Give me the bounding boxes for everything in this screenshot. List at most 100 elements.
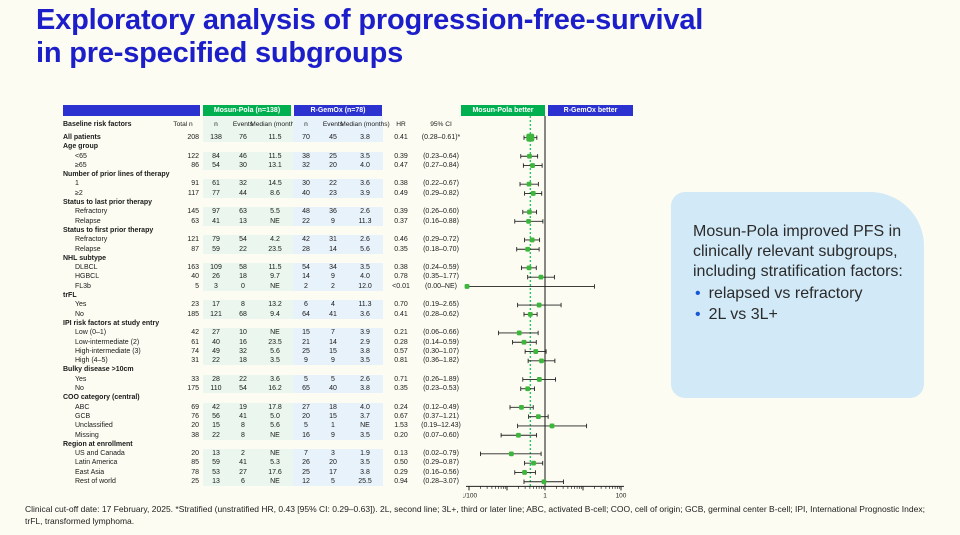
cell-r_median: 2.6	[347, 207, 383, 216]
cell-m_median: 9.4	[257, 310, 293, 319]
cell-r_n: 14	[293, 272, 319, 281]
callout-bullet-text: relapsed vs refractory	[709, 284, 863, 305]
cell-m_median: 23.5	[257, 245, 293, 254]
cell-m_n: 59	[203, 458, 229, 467]
table-row: 191613214.530223.60.38(0.22–0.67)	[63, 179, 463, 188]
cell-label: Relapse	[63, 245, 163, 254]
hr-marker	[465, 284, 470, 289]
x-axis-tick-label: 1	[543, 492, 547, 499]
cell-hr: 0.71	[383, 375, 419, 384]
cell-r_events: 14	[319, 245, 347, 254]
cell-ci: (0.37–1.21)	[419, 412, 463, 421]
cell-m_n: 3	[203, 282, 229, 291]
cell-hr: 0.70	[383, 300, 419, 309]
cell-hr: 0.38	[383, 179, 419, 188]
cell-hr: 0.13	[383, 449, 419, 458]
cell-r_n: 30	[293, 179, 319, 188]
cell-r_n: 7	[293, 449, 319, 458]
cell-total: 31	[163, 356, 203, 365]
hr-marker	[531, 191, 536, 196]
table-row: Rest of world25136NE12525.50.94(0.28–3.0…	[63, 477, 463, 486]
header-bar	[63, 105, 200, 116]
cell-r_events: 9	[319, 217, 347, 226]
table-row: Low (0–1)422710NE1573.90.21(0.06–0.66)	[63, 328, 463, 337]
table-row: <65122844611.538253.50.39(0.23–0.64)	[63, 152, 463, 161]
cell-m_n: 109	[203, 263, 229, 272]
cell-m_n: 61	[203, 179, 229, 188]
cell-m_events: 6	[229, 477, 257, 486]
cell-ci: (0.26–1.89)	[419, 375, 463, 384]
cell-m_n: 15	[203, 421, 229, 430]
cell-ci: (0.29–0.87)	[419, 458, 463, 467]
cell-m_events: 13	[229, 217, 257, 226]
hr-marker	[519, 405, 524, 410]
cell-r_median: 3.5	[347, 263, 383, 272]
cell-label: Yes	[63, 375, 163, 384]
page-title-line1: Exploratory analysis of progression-free…	[36, 4, 703, 36]
cell-r_n: 27	[293, 403, 319, 412]
hr-marker	[538, 275, 543, 280]
hr-marker	[527, 154, 532, 159]
table-row: FL3b530NE2212.0<0.01(0.00–NE)	[63, 282, 463, 291]
cell-r_events: 18	[319, 403, 347, 412]
cell-r_events: 15	[319, 347, 347, 356]
cell-m_n: 17	[203, 300, 229, 309]
cell-total: 42	[163, 328, 203, 337]
cell-total: 74	[163, 347, 203, 356]
cell-r_n: 54	[293, 263, 319, 272]
cell-label: US and Canada	[63, 449, 163, 458]
table-row: No1751105416.265403.80.35(0.23–0.53)	[63, 384, 463, 393]
cell-total: 23	[163, 300, 203, 309]
cell-ci: (0.28–3.07)	[419, 477, 463, 486]
cell-r_median: 3.7	[347, 412, 383, 421]
forest-plot: 1/1001100	[463, 116, 633, 506]
cell-r_n: 70	[293, 133, 319, 142]
cell-hr: 0.21	[383, 328, 419, 337]
cell-label: DLBCL	[63, 263, 163, 272]
hr-marker	[537, 303, 542, 308]
cell-hr: 0.20	[383, 431, 419, 440]
cell-total: 5	[163, 282, 203, 291]
cell-m_n: 49	[203, 347, 229, 356]
cell-label: Unclassified	[63, 421, 163, 430]
column-header: n	[293, 116, 319, 133]
cell-label: 1	[63, 179, 163, 188]
cell-hr: 0.41	[383, 310, 419, 319]
cell-ci: (0.06–0.66)	[419, 328, 463, 337]
cell-ci: (0.28–0.62)	[419, 310, 463, 319]
cell-r_median: 2.6	[347, 235, 383, 244]
table-row: High-intermediate (3)7449325.625153.80.5…	[63, 347, 463, 356]
hr-marker	[542, 479, 547, 484]
cell-m_n: 40	[203, 338, 229, 347]
rgemox-better-header: R-GemOx better	[548, 105, 633, 116]
cell-r_events: 20	[319, 458, 347, 467]
cell-m_events: 8	[229, 300, 257, 309]
cell-hr: 0.47	[383, 161, 419, 170]
cell-m_events: 22	[229, 375, 257, 384]
cell-r_events: 15	[319, 412, 347, 421]
cell-r_n: 15	[293, 328, 319, 337]
cell-ci: (0.29–0.72)	[419, 235, 463, 244]
hr-marker	[516, 433, 521, 438]
cell-label: Latin America	[63, 458, 163, 467]
cell-m_median: NE	[257, 449, 293, 458]
cell-r_median: 5.6	[347, 245, 383, 254]
mosun-pola-better-header: Mosun-Pola better	[461, 105, 545, 116]
x-axis-tick-label: 100	[616, 492, 627, 499]
table-row: Relapse634113NE22911.30.37(0.16–0.88)	[63, 217, 463, 226]
column-header: HR	[383, 116, 419, 133]
cell-ci: (0.28–0.61)*	[419, 133, 463, 142]
cell-r_median: 3.5	[347, 458, 383, 467]
cell-total: 86	[163, 161, 203, 170]
cell-m_events: 22	[229, 245, 257, 254]
cell-r_median: 3.5	[347, 431, 383, 440]
cell-r_events: 1	[319, 421, 347, 430]
cell-m_events: 44	[229, 189, 257, 198]
cell-r_events: 45	[319, 133, 347, 142]
cell-total: 20	[163, 449, 203, 458]
cell-m_median: 9.7	[257, 272, 293, 281]
table-row: Yes2317813.26411.30.70(0.19–2.65)	[63, 300, 463, 309]
cell-m_events: 19	[229, 403, 257, 412]
cell-ci: (0.23–0.53)	[419, 384, 463, 393]
cell-m_events: 30	[229, 161, 257, 170]
